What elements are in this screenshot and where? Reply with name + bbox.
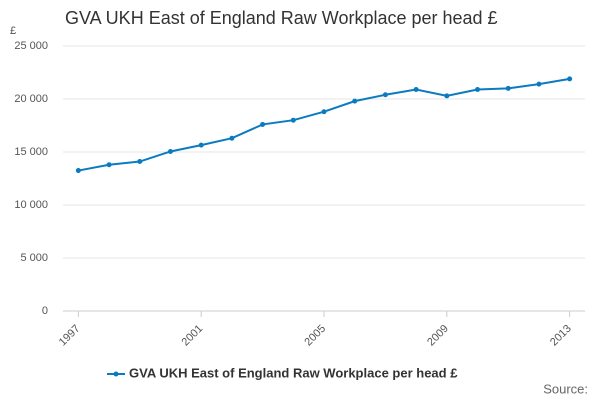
point xyxy=(106,162,112,168)
point xyxy=(137,159,143,165)
y-tick-label: 25 000 xyxy=(14,40,48,52)
y-tick-label: 0 xyxy=(42,305,48,317)
point xyxy=(75,168,81,174)
point xyxy=(352,98,358,104)
point xyxy=(229,135,235,141)
y-tick-label: 20 000 xyxy=(14,93,48,105)
y-axis-label: £ xyxy=(10,25,16,37)
x-tick-label: 2009 xyxy=(425,323,451,349)
point xyxy=(167,148,173,154)
point xyxy=(290,117,296,123)
point xyxy=(413,86,419,92)
point xyxy=(567,76,573,82)
point xyxy=(260,121,266,127)
legend-marker xyxy=(113,371,119,377)
point xyxy=(444,93,450,99)
point xyxy=(475,86,481,92)
y-tick-label: 15 000 xyxy=(14,146,48,158)
point xyxy=(321,109,327,115)
x-tick-label: 2005 xyxy=(302,323,328,349)
chart-title: GVA UKH East of England Raw Workplace pe… xyxy=(65,8,498,28)
x-tick-label: 1997 xyxy=(57,323,83,349)
point xyxy=(198,142,204,148)
y-tick-label: 5 000 xyxy=(20,252,48,264)
y-tick-label: 10 000 xyxy=(14,199,48,211)
x-tick-label: 2013 xyxy=(548,323,574,349)
point xyxy=(505,85,511,91)
line xyxy=(78,77,570,172)
point xyxy=(382,92,388,98)
source: Source: xyxy=(543,381,588,396)
legend-label: GVA UKH East of England Raw Workplace pe… xyxy=(129,365,458,380)
x-tick-label: 2001 xyxy=(180,323,206,349)
point xyxy=(536,81,542,87)
